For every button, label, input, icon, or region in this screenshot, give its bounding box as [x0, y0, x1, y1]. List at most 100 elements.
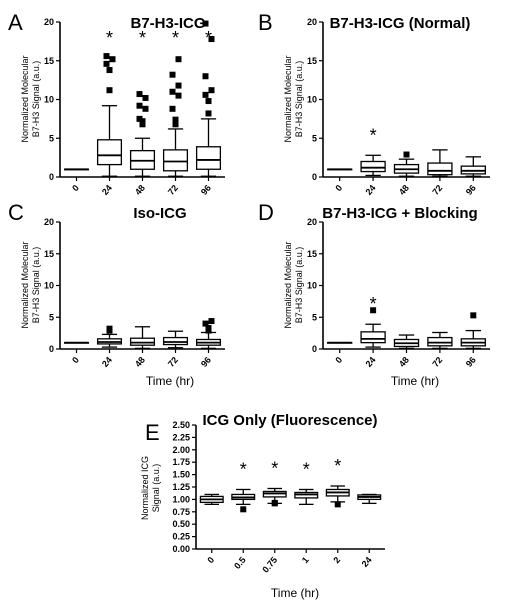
x-tick-label: 96 — [464, 183, 478, 197]
outlier-point — [136, 115, 143, 122]
outlier-point — [202, 320, 209, 327]
x-tick-label: 48 — [133, 183, 147, 197]
outlier-point — [142, 105, 149, 112]
y-tick-label: 0 — [49, 344, 54, 354]
panel-letter: B — [258, 10, 273, 35]
outlier-point — [205, 325, 212, 332]
y-tick-label: 5 — [49, 312, 54, 322]
panel-letter: E — [145, 420, 160, 445]
y-tick-label: 10 — [44, 281, 54, 291]
x-tick-label: 0.5 — [232, 555, 248, 571]
outlier-point — [142, 94, 149, 101]
outlier-point — [172, 116, 179, 123]
y-tick-label: 15 — [44, 249, 54, 259]
outlier-point — [470, 312, 477, 319]
x-tick-label: 96 — [199, 355, 213, 369]
significance-star: * — [139, 28, 146, 48]
outlier-point — [271, 499, 278, 506]
panel-title: ICG Only (Fluorescence) — [202, 412, 377, 429]
y-tick-label: 20 — [307, 17, 317, 27]
outlier-point — [208, 318, 215, 325]
y-tick-label: 0.25 — [172, 532, 190, 542]
x-tick-label: 24 — [364, 355, 378, 369]
x-tick-label: 48 — [397, 183, 411, 197]
y-axis-label: Normalized Molecular — [20, 55, 30, 142]
y-tick-label: 0 — [49, 172, 54, 182]
outlier-point — [205, 110, 212, 117]
box-iqr — [195, 146, 222, 170]
panel-title: B7-H3-ICG + Blocking — [322, 205, 477, 222]
y-tick-label: 15 — [307, 249, 317, 259]
box-iqr — [427, 162, 453, 176]
panel-title: Iso-ICG — [133, 205, 186, 222]
y-axis-label: B7-H3 Signal (a.u.) — [294, 61, 304, 138]
significance-star: * — [334, 456, 341, 476]
outlier-point — [169, 71, 176, 78]
y-tick-label: 1.00 — [172, 494, 190, 504]
outlier-point — [202, 20, 209, 27]
panel-letter: A — [8, 10, 23, 35]
outlier-point — [334, 501, 341, 508]
y-tick-label: 15 — [44, 56, 54, 66]
y-tick-label: 1.25 — [172, 482, 190, 492]
outlier-point — [240, 506, 247, 513]
y-tick-label: 2.50 — [172, 420, 190, 430]
box-iqr — [162, 149, 189, 172]
x-tick-label: 72 — [430, 355, 444, 369]
y-tick-label: 20 — [307, 217, 317, 227]
outlier-point — [172, 121, 179, 128]
x-tick-label: 0 — [205, 555, 216, 565]
y-axis-label: Normalized Molecular — [283, 241, 293, 328]
x-tick-label: 72 — [430, 183, 444, 197]
box-iqr — [129, 337, 156, 346]
outlier-point — [106, 325, 113, 332]
outlier-point — [208, 87, 215, 94]
significance-star: * — [240, 459, 247, 479]
x-tick-label: 48 — [133, 355, 147, 369]
x-axis-label: Time (hr) — [146, 374, 194, 388]
x-tick-label: 2 — [331, 555, 342, 565]
x-tick-label: 0 — [333, 183, 344, 193]
y-axis-label: Normalized Molecular — [283, 55, 293, 142]
y-axis-label: B7-H3 Signal (a.u.) — [31, 61, 41, 138]
y-tick-label: 0.00 — [172, 544, 190, 554]
x-axis-label: Time (hr) — [391, 374, 439, 388]
panel-letter: C — [8, 200, 24, 225]
outlier-point — [136, 91, 143, 98]
outlier-point — [103, 53, 110, 60]
outlier-point — [175, 92, 182, 99]
panel-letter: D — [258, 200, 274, 225]
y-tick-label: 5 — [312, 133, 317, 143]
box-iqr — [360, 160, 386, 173]
x-tick-label: 48 — [397, 355, 411, 369]
x-tick-label: 72 — [166, 183, 180, 197]
panel-title: B7-H3-ICG (Normal) — [330, 15, 471, 32]
outlier-point — [103, 60, 110, 67]
significance-star: * — [271, 458, 278, 478]
x-tick-label: 0 — [70, 355, 81, 365]
significance-star: * — [303, 459, 310, 479]
significance-star: * — [370, 125, 377, 145]
box-iqr — [162, 336, 189, 346]
y-tick-label: 0.75 — [172, 507, 190, 517]
y-tick-label: 1.50 — [172, 470, 190, 480]
outlier-point — [136, 102, 143, 109]
outlier-point — [109, 56, 116, 63]
outlier-point — [205, 98, 212, 105]
box-iqr — [96, 139, 123, 166]
x-axis-label: Time (hr) — [271, 586, 319, 600]
significance-star: * — [172, 28, 179, 48]
y-axis-label: Signal (a.u.) — [151, 464, 161, 513]
y-tick-label: 10 — [307, 281, 317, 291]
y-tick-label: 5 — [312, 312, 317, 322]
panel-title: B7-H3-ICG — [130, 15, 205, 32]
outlier-point — [106, 87, 113, 94]
y-tick-label: 15 — [307, 56, 317, 66]
outlier-point — [169, 105, 176, 112]
outlier-point — [202, 73, 209, 80]
y-tick-label: 2.25 — [172, 432, 190, 442]
y-axis-label: B7-H3 Signal (a.u.) — [31, 247, 41, 324]
outlier-point — [139, 121, 146, 128]
outlier-point — [106, 67, 113, 74]
